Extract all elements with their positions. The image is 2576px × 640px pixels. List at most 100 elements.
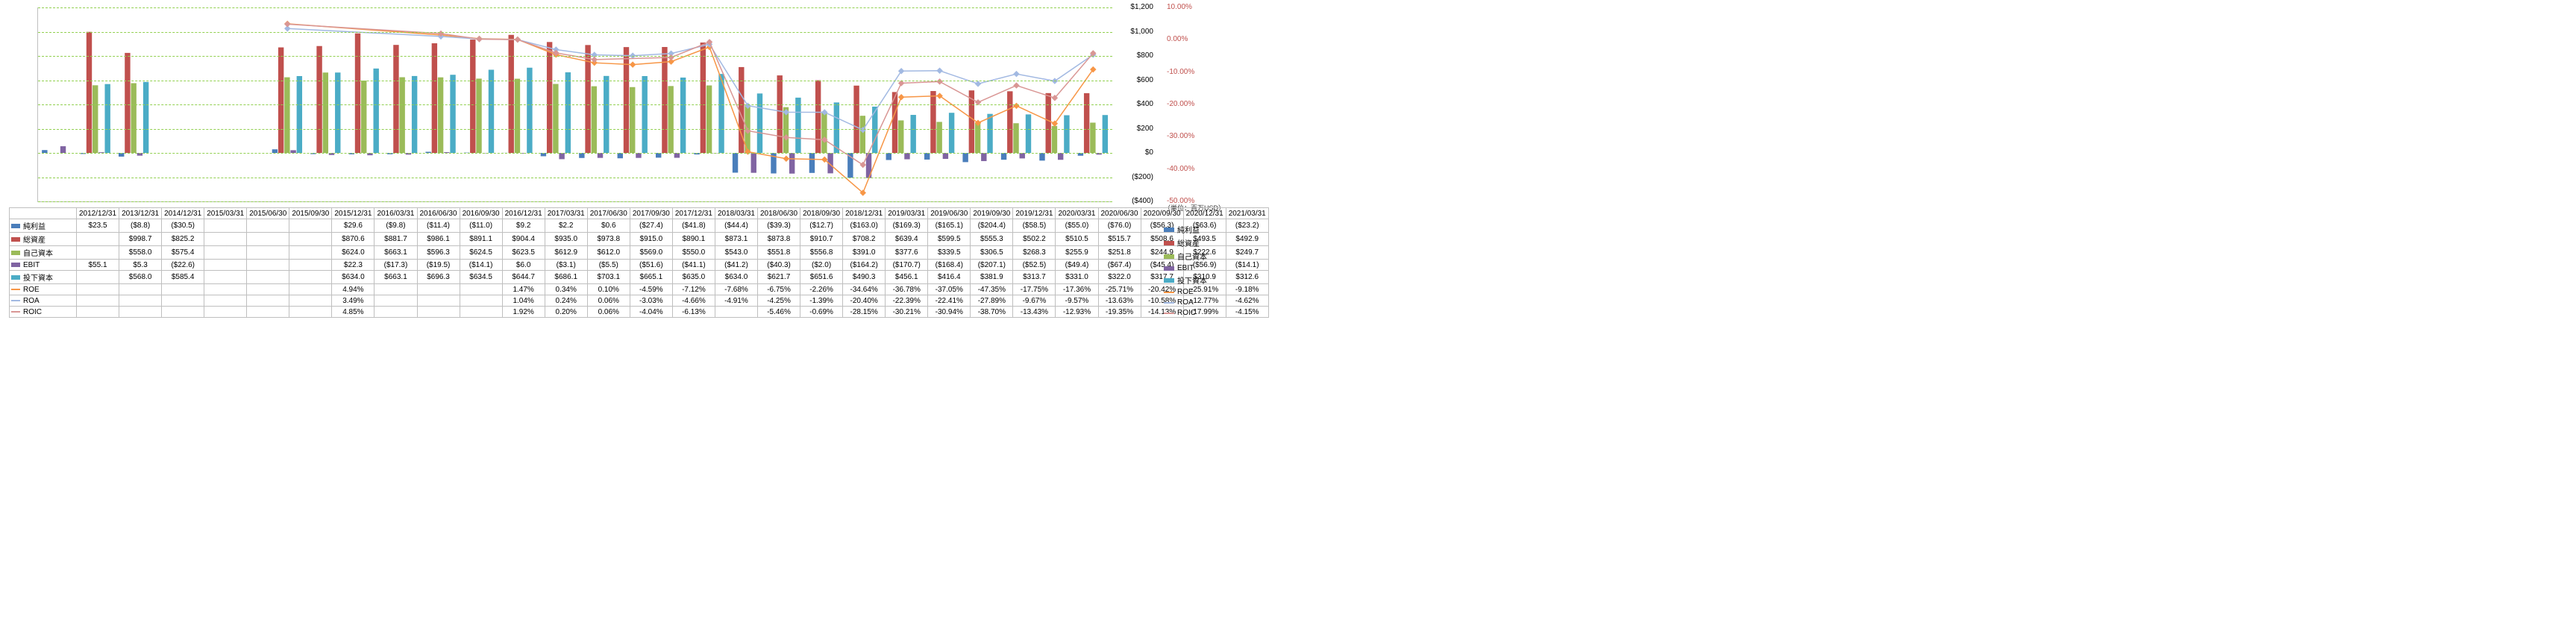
table-header: 2012/12/312013/12/312014/12/312015/03/31… [10, 208, 1269, 219]
cell: ($41.1) [672, 260, 715, 271]
bar-投下資本 [1103, 115, 1108, 153]
date-header: 2020/06/30 [1098, 208, 1141, 219]
date-header: 2017/03/31 [545, 208, 587, 219]
legend-label: 自己資本 [1177, 251, 1207, 262]
cell: $708.2 [843, 233, 886, 246]
date-header: 2018/06/30 [758, 208, 800, 219]
cell: -9.67% [1013, 295, 1056, 307]
cell [417, 284, 460, 295]
cell: $268.3 [1013, 246, 1056, 260]
table-row: 純利益$23.5($8.8)($30.5)$29.6($9.8)($11.4)(… [10, 219, 1269, 233]
bar-総資産 [547, 42, 552, 153]
cell: -4.62% [1226, 295, 1268, 307]
row-label: 純利益 [10, 219, 77, 233]
cell: -6.13% [672, 307, 715, 318]
bar-自己資本 [93, 85, 98, 153]
cell: $558.0 [119, 246, 162, 260]
marker [630, 61, 636, 67]
legend-swatch-icon [1164, 254, 1174, 259]
cell: $998.7 [119, 233, 162, 246]
cell: $696.3 [417, 271, 460, 284]
table-row: ROIC4.85%1.92%0.20%0.06%-4.04%-6.13%-5.4… [10, 307, 1269, 318]
table-row: 自己資本$558.0$575.4$624.0$663.1$596.3$624.5… [10, 246, 1269, 260]
legend-label: 純利益 [1177, 224, 1200, 235]
table-row: ROE4.94%1.47%0.34%0.10%-4.59%-7.12%-7.68… [10, 284, 1269, 295]
axis-left-tick: ($400) [1132, 197, 1153, 205]
cell: $331.0 [1056, 271, 1098, 284]
cell [77, 284, 119, 295]
axis-right-tick: -40.00% [1167, 165, 1194, 173]
series-label: 総資産 [23, 236, 46, 245]
date-header: 2016/09/30 [460, 208, 502, 219]
bar-投下資本 [795, 98, 800, 153]
cell: $569.0 [630, 246, 672, 260]
bar-投下資本 [297, 76, 302, 153]
marker [1013, 71, 1019, 77]
cell: $313.7 [1013, 271, 1056, 284]
cell: ($11.0) [460, 219, 502, 233]
cell: ($11.4) [417, 219, 460, 233]
cell: ($5.5) [587, 260, 630, 271]
cell [715, 307, 757, 318]
legend-item: ROE [1164, 288, 1207, 296]
axis-left-tick: $1,200 [1130, 3, 1153, 11]
cell [204, 284, 247, 295]
swatch-icon [11, 224, 20, 228]
marker [284, 21, 290, 27]
legend-item: ROIC [1164, 309, 1207, 317]
axis-right-tick: -30.00% [1167, 132, 1194, 140]
cell [119, 295, 162, 307]
cell: -12.93% [1056, 307, 1098, 318]
cell: $890.1 [672, 233, 715, 246]
cell [77, 295, 119, 307]
cell: -4.15% [1226, 307, 1268, 318]
cell: $624.5 [460, 246, 502, 260]
cell [247, 246, 289, 260]
cell: 1.92% [502, 307, 545, 318]
cell: -34.64% [843, 284, 886, 295]
bar-投下資本 [1026, 114, 1031, 153]
legend-label: 総資産 [1177, 237, 1200, 248]
cell: $686.1 [545, 271, 587, 284]
bar-自己資本 [821, 112, 827, 153]
cell: ($170.7) [886, 260, 928, 271]
cell: -4.91% [715, 295, 757, 307]
bar-自己資本 [1013, 123, 1018, 153]
bar-EBIT [981, 153, 986, 161]
date-header: 2015/03/31 [204, 208, 247, 219]
cell: $510.5 [1056, 233, 1098, 246]
date-header: 2020/03/31 [1056, 208, 1098, 219]
row-label: 自己資本 [10, 246, 77, 260]
cell: 0.10% [587, 284, 630, 295]
date-header: 2015/09/30 [289, 208, 332, 219]
cell: ($12.7) [800, 219, 843, 233]
bar-投下資本 [642, 76, 647, 153]
bar-自己資本 [323, 72, 328, 153]
bar-総資産 [1084, 93, 1089, 153]
cell [289, 233, 332, 246]
bar-投下資本 [949, 113, 954, 153]
row-label: ROA [10, 295, 77, 307]
date-header: 2015/12/31 [332, 208, 375, 219]
bar-自己資本 [476, 78, 481, 153]
bar-自己資本 [592, 87, 597, 153]
cell: $492.9 [1226, 233, 1268, 246]
cell [289, 284, 332, 295]
cell: ($168.4) [928, 260, 971, 271]
bar-EBIT [636, 153, 641, 158]
bar-自己資本 [1052, 126, 1057, 153]
bar-投下資本 [910, 115, 915, 153]
cell: -22.41% [928, 295, 971, 307]
bar-純利益 [809, 153, 815, 173]
bar-EBIT [751, 153, 756, 173]
marker [515, 37, 521, 43]
cell: $599.5 [928, 233, 971, 246]
cell [289, 260, 332, 271]
cell: -4.59% [630, 284, 672, 295]
cell: ($9.8) [375, 219, 417, 233]
axis-left-tick: $400 [1137, 100, 1153, 108]
cell: -37.05% [928, 284, 971, 295]
bar-投下資本 [565, 72, 571, 153]
bar-投下資本 [757, 93, 762, 153]
cell: ($40.3) [758, 260, 800, 271]
